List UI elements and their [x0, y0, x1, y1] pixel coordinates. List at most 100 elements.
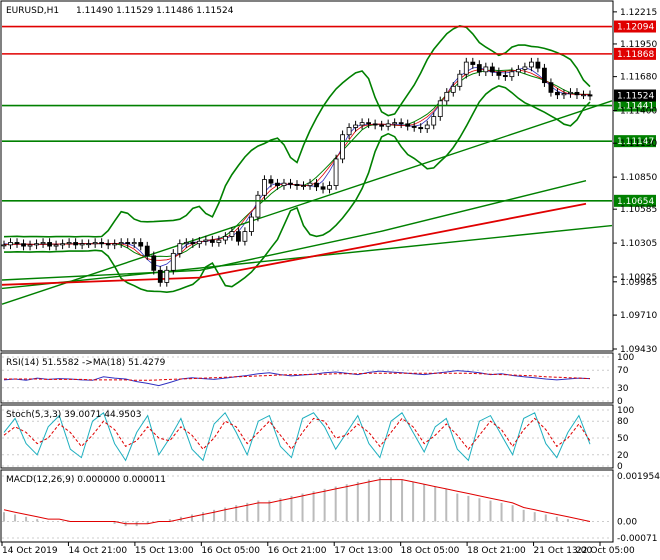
bollinger-upper: [3, 25, 591, 238]
price-ohlc: 1.11490 1.11529 1.11486 1.11524: [76, 6, 234, 16]
candle-bear: [372, 123, 378, 126]
rsi-panel: 100 70 30 0: [2, 353, 634, 407]
candle-bull: [229, 231, 235, 237]
candle-bear: [144, 245, 150, 257]
candle-bull: [385, 123, 391, 127]
candle-bear: [476, 64, 482, 73]
price-axis: 1.12215 1.11950 1.11680 1.11400 1.11130 1.108…: [613, 8, 657, 355]
candle-bear: [275, 182, 280, 186]
time-tick-label: 18 Oct 21:00: [467, 546, 526, 556]
candle-bull: [262, 179, 267, 196]
candle-bear: [470, 61, 476, 65]
trendline-upper: [1, 100, 613, 305]
current-price-tag: [614, 89, 656, 102]
panel-tick-label: 20: [617, 451, 629, 461]
candle-bull: [196, 240, 202, 245]
price-level-tag: [614, 20, 656, 33]
candle-bear: [574, 91, 580, 96]
candle-bull: [249, 216, 254, 232]
candle-bull: [40, 242, 46, 245]
candle-bull: [353, 124, 359, 128]
candle-bear: [99, 242, 105, 245]
price-tick-label: 1.11950: [620, 40, 657, 50]
price-tick-label: 1.09710: [620, 311, 657, 321]
panel-tick-label: 0: [617, 397, 623, 407]
candle-bull: [333, 158, 339, 186]
candle-bear: [157, 269, 163, 283]
candle-bull: [216, 239, 222, 243]
candle-bear: [21, 243, 26, 247]
candle-bull: [301, 185, 306, 187]
candle-bear: [418, 127, 424, 130]
macd-panel: 0.001954 0.00 -0.00071: [2, 472, 660, 544]
rsi-panel-frame: [0, 352, 614, 404]
candle-bull: [307, 182, 313, 186]
panel-series-line: [4, 372, 591, 381]
price-level-label: 1.10654: [617, 197, 654, 207]
panel-tick-label: 80: [617, 417, 629, 427]
candle-bear: [14, 242, 20, 245]
price-lines: [1, 25, 613, 305]
candle-bull: [8, 242, 13, 246]
ma-long-red: [1, 202, 587, 286]
candle-bear: [405, 123, 411, 127]
candle-bull: [431, 116, 437, 126]
ma-long-green: [1, 180, 587, 281]
price-tick-label: 1.11680: [620, 73, 657, 83]
price-panel-frame: [0, 0, 614, 352]
candle-bear: [548, 82, 554, 93]
time-tick-label: 16 Oct 21:00: [268, 546, 327, 556]
time-tick-label: 15 Oct 13:00: [135, 546, 194, 556]
price-levels: 1.12094 1.11868 1.11441 1.11147 1.10654 1.115…: [2, 20, 656, 207]
panel-tick-label: 50: [617, 434, 629, 444]
candle-bear: [138, 242, 144, 247]
candle-bull: [483, 66, 489, 73]
candle-bull: [346, 127, 352, 136]
candle-bear: [555, 91, 560, 96]
candle-bull: [27, 244, 33, 247]
price-level-tag: [614, 47, 656, 60]
price-tick-label: 1.11400: [620, 107, 657, 117]
candle-bull: [255, 194, 261, 218]
candle-bear: [190, 242, 196, 245]
candle-bull: [131, 242, 137, 245]
candle-bull: [170, 252, 176, 271]
price-level-tag: [614, 135, 656, 148]
candle-bull: [222, 236, 228, 241]
candle-bull: [86, 243, 92, 246]
time-tick-label: 14 Oct 2019: [2, 546, 58, 556]
candle-bull: [53, 244, 59, 247]
candle-bull: [463, 61, 469, 75]
candle-bull: [581, 94, 586, 97]
price-level-label: 1.11868: [617, 50, 654, 60]
candle-bull: [281, 182, 287, 186]
candle-bull: [444, 91, 450, 102]
candle-bull: [424, 124, 430, 130]
candle-bull: [457, 73, 463, 87]
candle-bull: [327, 185, 332, 190]
candle-bull: [203, 239, 209, 242]
candle-bull: [450, 85, 456, 93]
candle-bull: [561, 93, 567, 96]
candle-bull: [242, 231, 248, 242]
candle-bull: [515, 68, 521, 73]
price-tick-label: 1.10025: [620, 273, 657, 283]
candle-bear: [489, 66, 495, 73]
macd-panel-frame: [0, 469, 614, 543]
time-axis: 14 Oct 2019 14 Oct 21:00 15 Oct 13:00 16 Oc…: [1, 542, 635, 556]
time-tick-label: 22 Oct 05:00: [576, 546, 635, 556]
candle-bear: [320, 186, 326, 190]
stoch-title: Stoch(5,3,3) 39.0071 44.9503: [6, 410, 141, 420]
candle-bull: [164, 269, 170, 283]
time-tick-label: 17 Oct 13:00: [334, 546, 393, 556]
candle-bear: [105, 243, 111, 246]
candle-bear: [587, 94, 593, 97]
panel-tick-label: 0.00: [617, 517, 637, 527]
candle-bear: [268, 179, 274, 184]
candle-bull: [92, 242, 98, 245]
candle-bull: [79, 243, 85, 246]
price-level-tag: [614, 99, 656, 112]
price-tick-label: 1.10305: [620, 239, 657, 249]
